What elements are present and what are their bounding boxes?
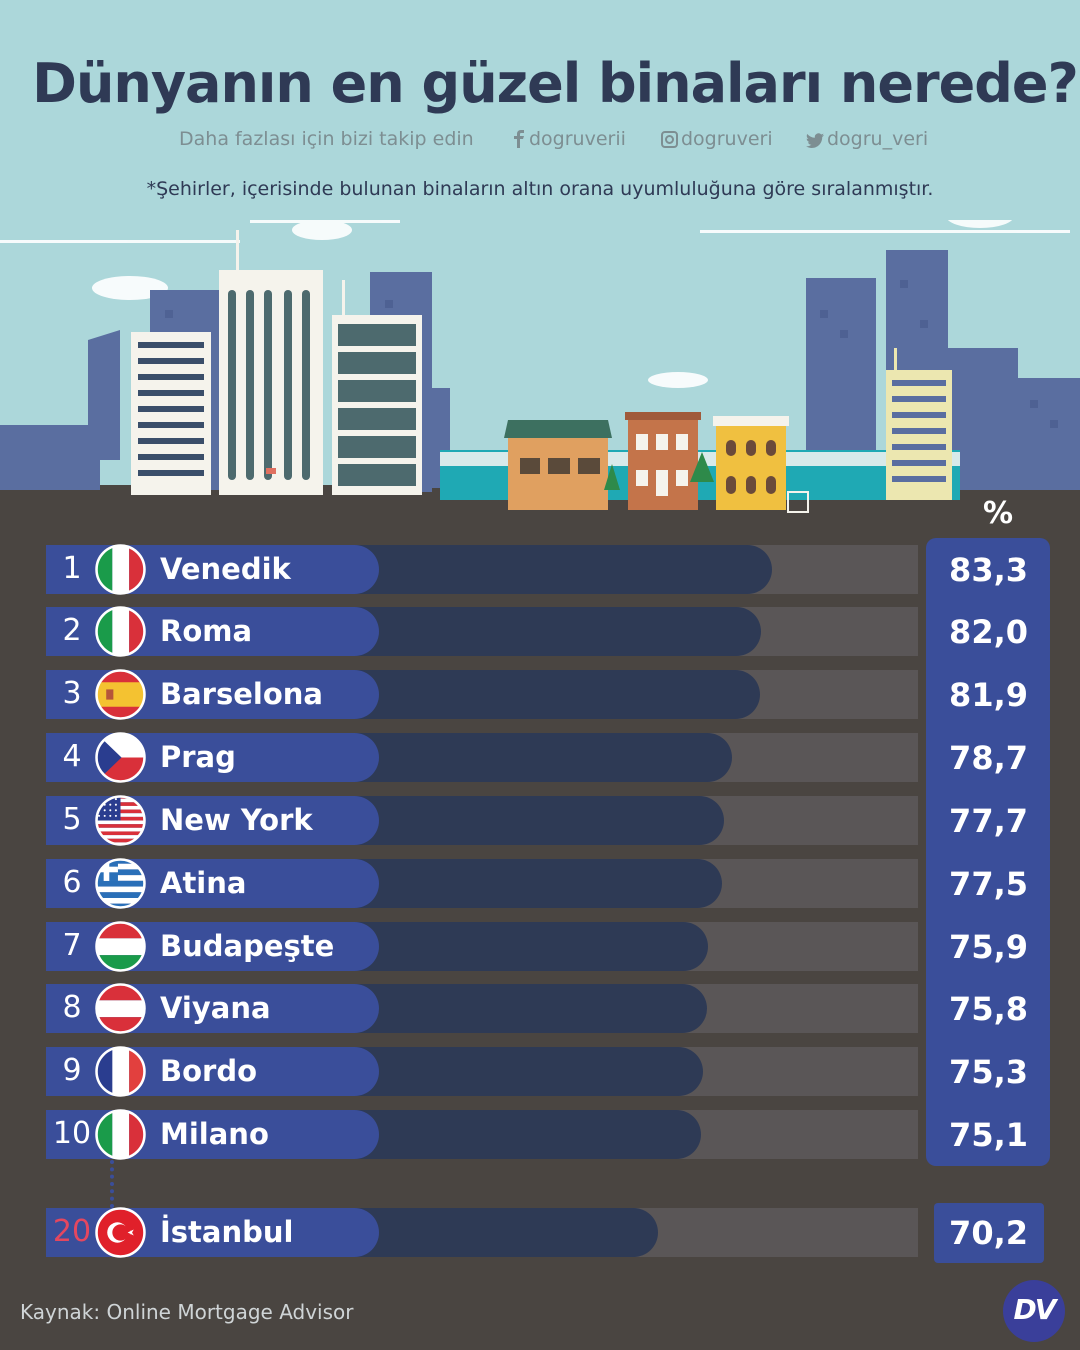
bar-row: 4 Prag 78,7 [46, 728, 1046, 788]
facebook-handle-text: dogruverii [529, 128, 626, 150]
rank-number: 5 [62, 802, 82, 837]
follow-text: Daha fazlası için bizi takip edin [179, 128, 474, 150]
source-note: Kaynak: Online Mortgage Advisor [20, 1300, 354, 1324]
bar-row: 5 New York 77,7 [46, 791, 1046, 851]
spain-flag-icon [95, 669, 146, 720]
bar-row: 7 Budapeşte 75,9 [46, 917, 1046, 977]
value-label: 78,7 [934, 728, 1044, 788]
value-label: 75,3 [934, 1042, 1044, 1102]
rank-number: 10 [52, 1116, 92, 1151]
greece-flag-icon [95, 858, 146, 909]
city-label: Atina [160, 866, 247, 900]
city-label: Viyana [160, 991, 271, 1025]
city-label: Milano [160, 1117, 269, 1151]
rank-number: 4 [62, 739, 82, 774]
city-label: Venedik [160, 552, 291, 586]
instagram-handle[interactable]: dogruveri [661, 128, 773, 150]
value-label: 75,1 [934, 1105, 1044, 1165]
rank-number: 7 [62, 928, 82, 963]
city-label: Barselona [160, 677, 323, 711]
hungary-flag-icon [95, 921, 146, 972]
value-label: 75,8 [934, 979, 1044, 1039]
italy-flag-icon [95, 1109, 146, 1160]
dv-logo: DV [1003, 1280, 1065, 1342]
city-skyline-illustration [0, 220, 1080, 513]
rank-number: 3 [62, 676, 82, 711]
twitter-icon [806, 133, 824, 148]
france-flag-icon [95, 1046, 146, 1097]
value-label: 75,9 [934, 917, 1044, 977]
rank-number: 20 [52, 1214, 92, 1249]
city-label: Roma [160, 614, 253, 648]
italy-flag-icon [95, 606, 146, 657]
city-label: New York [160, 803, 313, 837]
rank-number: 6 [62, 865, 82, 900]
twitter-handle[interactable]: dogru_veri [806, 128, 928, 150]
ranking-note: *Şehirler, içerisinde bulunan binaların … [146, 178, 934, 200]
city-label: Budapeşte [160, 929, 335, 963]
austria-flag-icon [95, 983, 146, 1034]
value-label: 77,5 [934, 854, 1044, 914]
rank-number: 2 [62, 613, 82, 648]
twitter-handle-text: dogru_veri [827, 128, 929, 150]
usa-flag-icon [95, 795, 146, 846]
bar-row: 2 Roma 82,0 [46, 602, 1046, 662]
rank-number: 8 [62, 990, 82, 1025]
city-label: Prag [160, 740, 236, 774]
value-label: 81,9 [934, 665, 1044, 725]
value-label: 82,0 [934, 602, 1044, 662]
rank-gap-connector [110, 1160, 118, 1208]
instagram-icon [661, 131, 678, 148]
bar-row: 9 Bordo 75,3 [46, 1042, 1046, 1102]
rank-number: 1 [62, 551, 82, 586]
bar-row: 20 İstanbul 70,2 [46, 1203, 1046, 1263]
bar-row: 8 Viyana 75,8 [46, 979, 1046, 1039]
value-label: 83,3 [934, 540, 1044, 600]
facebook-icon [514, 130, 524, 148]
facebook-handle[interactable]: dogruverii [512, 128, 626, 150]
bar-row: 3 Barselona 81,9 [46, 665, 1046, 725]
instagram-handle-text: dogruveri [681, 128, 773, 150]
rank-number: 9 [62, 1053, 82, 1088]
value-column-header: % [982, 496, 1014, 531]
value-label: 70,2 [934, 1203, 1044, 1263]
turkey-flag-icon [95, 1207, 146, 1258]
page-title: Dünyanın en güzel binaları nerede? [32, 52, 1079, 115]
italy-flag-icon [95, 544, 146, 595]
czech-flag-icon [95, 732, 146, 783]
city-label: Bordo [160, 1054, 258, 1088]
logo-text: DV [1013, 1293, 1057, 1326]
bar-row: 6 Atina 77,5 [46, 854, 1046, 914]
city-label: İstanbul [160, 1215, 294, 1249]
bar-row: 1 Venedik 83,3 [46, 540, 1046, 600]
bar-row: 10 Milano 75,1 [46, 1105, 1046, 1165]
value-label: 77,7 [934, 791, 1044, 851]
